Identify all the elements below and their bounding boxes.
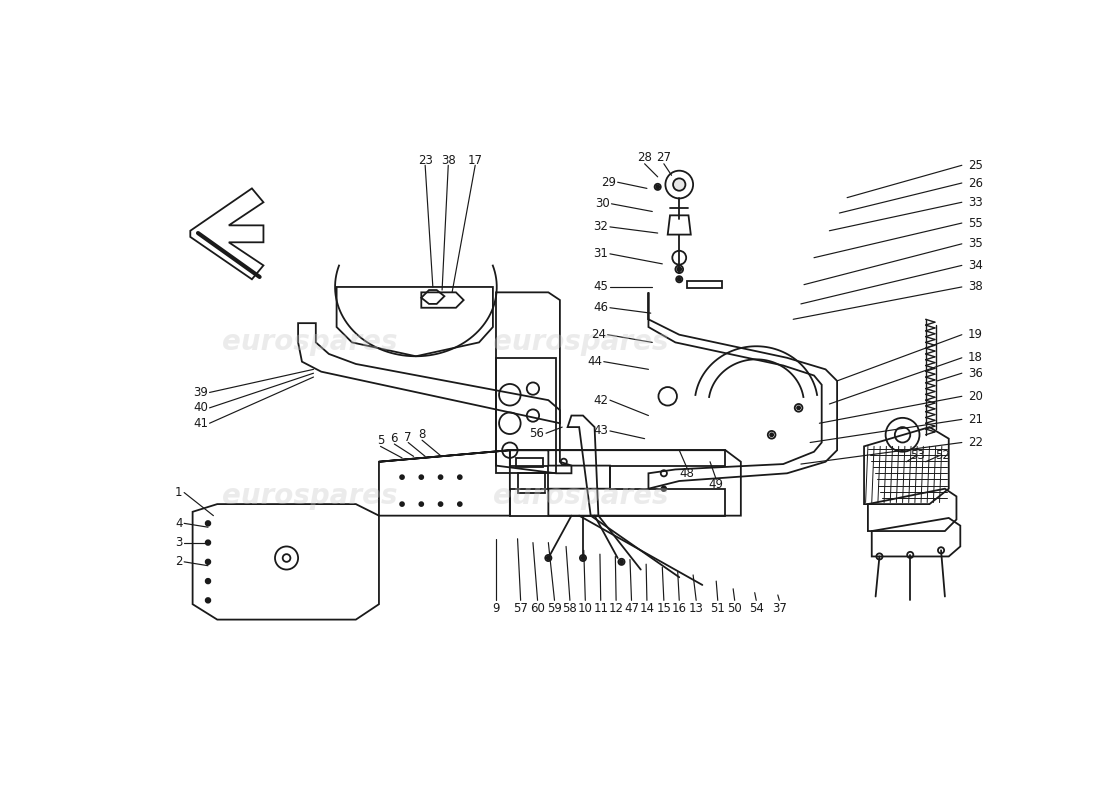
Circle shape xyxy=(547,557,550,559)
Text: 27: 27 xyxy=(657,151,671,164)
Text: 9: 9 xyxy=(492,602,499,614)
Circle shape xyxy=(458,502,462,506)
Text: 57: 57 xyxy=(514,602,528,614)
Text: 42: 42 xyxy=(593,394,608,406)
Text: 44: 44 xyxy=(587,355,603,368)
Text: 33: 33 xyxy=(968,196,982,209)
Circle shape xyxy=(400,502,404,506)
Text: 56: 56 xyxy=(529,426,544,440)
Text: 54: 54 xyxy=(749,602,763,614)
Text: 21: 21 xyxy=(968,413,983,426)
Text: 20: 20 xyxy=(968,390,983,403)
Circle shape xyxy=(661,486,667,491)
Text: eurospares: eurospares xyxy=(493,482,669,510)
Circle shape xyxy=(439,475,442,479)
Bar xyxy=(517,474,544,493)
Text: 11: 11 xyxy=(593,602,608,614)
Text: 38: 38 xyxy=(968,281,982,294)
Text: 2: 2 xyxy=(175,555,183,568)
Circle shape xyxy=(419,502,424,506)
Text: eurospares: eurospares xyxy=(222,482,397,510)
Text: 25: 25 xyxy=(968,158,983,172)
Text: 29: 29 xyxy=(601,176,616,189)
Text: 3: 3 xyxy=(175,536,183,549)
Circle shape xyxy=(582,557,584,559)
Text: 52: 52 xyxy=(935,449,950,462)
Text: 48: 48 xyxy=(680,467,694,480)
Text: eurospares: eurospares xyxy=(222,328,397,357)
Text: 59: 59 xyxy=(547,602,562,614)
Text: 5: 5 xyxy=(377,434,384,447)
Text: 15: 15 xyxy=(657,602,671,614)
Text: 49: 49 xyxy=(708,478,724,491)
Circle shape xyxy=(678,267,681,271)
Text: 30: 30 xyxy=(595,198,609,210)
Text: 35: 35 xyxy=(968,238,982,250)
Circle shape xyxy=(439,502,442,506)
Text: 16: 16 xyxy=(672,602,686,614)
Text: 50: 50 xyxy=(727,602,742,614)
Text: 34: 34 xyxy=(968,259,983,272)
Circle shape xyxy=(400,475,404,479)
Text: 31: 31 xyxy=(594,247,608,260)
Text: 43: 43 xyxy=(594,425,608,438)
Circle shape xyxy=(458,475,462,479)
Text: 18: 18 xyxy=(968,351,983,364)
Text: 46: 46 xyxy=(593,302,608,314)
Text: 22: 22 xyxy=(968,436,983,449)
Text: eurospares: eurospares xyxy=(493,328,669,357)
Text: 4: 4 xyxy=(175,517,183,530)
Circle shape xyxy=(620,560,623,563)
Text: 39: 39 xyxy=(194,386,208,399)
Circle shape xyxy=(798,406,800,410)
Circle shape xyxy=(770,434,773,436)
Text: 60: 60 xyxy=(530,602,544,614)
Text: 13: 13 xyxy=(689,602,704,614)
Text: 7: 7 xyxy=(405,430,412,444)
Text: 24: 24 xyxy=(591,328,606,341)
Circle shape xyxy=(419,475,424,479)
Circle shape xyxy=(206,521,210,526)
Circle shape xyxy=(206,578,210,583)
Text: 6: 6 xyxy=(390,432,398,445)
Circle shape xyxy=(206,540,210,545)
Text: 37: 37 xyxy=(772,602,786,614)
Bar xyxy=(686,281,722,289)
Text: 40: 40 xyxy=(194,402,208,414)
Text: 55: 55 xyxy=(968,217,982,230)
Text: 26: 26 xyxy=(968,177,983,190)
Text: 8: 8 xyxy=(418,428,426,442)
Text: 45: 45 xyxy=(594,281,608,294)
Text: 10: 10 xyxy=(578,602,593,614)
Text: 38: 38 xyxy=(441,154,455,167)
Circle shape xyxy=(656,186,659,188)
Text: 53: 53 xyxy=(911,449,925,462)
Text: 12: 12 xyxy=(608,602,624,614)
Circle shape xyxy=(673,178,685,190)
Circle shape xyxy=(678,278,681,281)
Text: 51: 51 xyxy=(711,602,725,614)
Text: 41: 41 xyxy=(192,417,208,430)
Text: 14: 14 xyxy=(639,602,654,614)
Text: 1: 1 xyxy=(175,486,183,499)
Text: 32: 32 xyxy=(594,220,608,234)
Text: 23: 23 xyxy=(418,154,432,167)
Text: 36: 36 xyxy=(968,366,983,380)
Text: 58: 58 xyxy=(562,602,578,614)
Text: 19: 19 xyxy=(968,328,983,341)
Bar xyxy=(516,458,543,467)
Circle shape xyxy=(206,598,210,602)
Circle shape xyxy=(206,559,210,564)
Text: 28: 28 xyxy=(637,151,652,164)
Text: 17: 17 xyxy=(468,154,483,167)
Text: 47: 47 xyxy=(624,602,639,614)
